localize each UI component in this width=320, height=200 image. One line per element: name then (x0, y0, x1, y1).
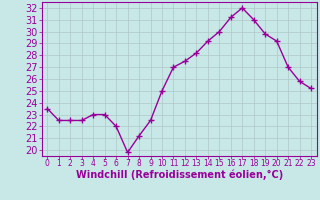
X-axis label: Windchill (Refroidissement éolien,°C): Windchill (Refroidissement éolien,°C) (76, 169, 283, 180)
